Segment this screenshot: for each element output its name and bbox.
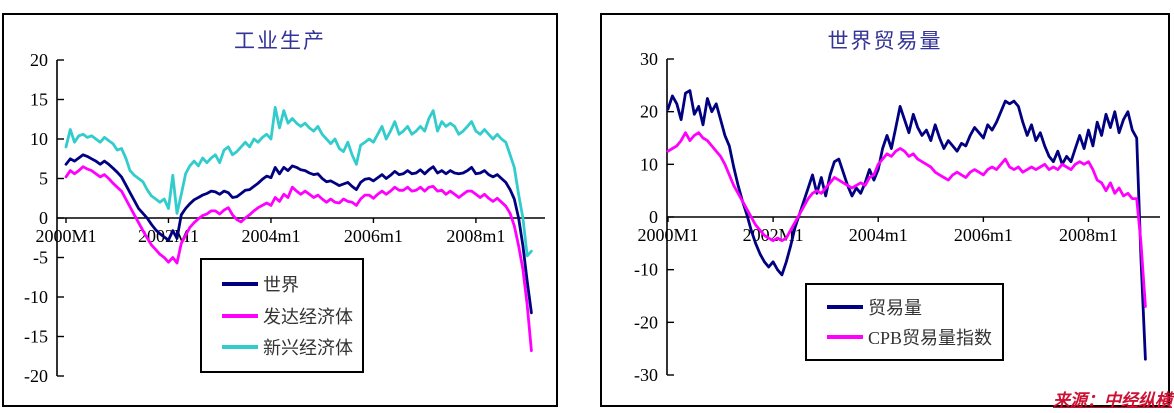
x-tick-label: 2006m1 (954, 225, 1013, 245)
series-line-0 (64, 153, 533, 315)
advanced-economies-line-swatch (222, 313, 258, 318)
trade-volume-line-swatch (827, 305, 863, 310)
legend-label-trade-volume: 贸易量 (868, 298, 922, 319)
y-tick-label: -10 (634, 260, 658, 280)
y-tick-label: 0 (649, 207, 658, 227)
legend-label-world: 世界 (263, 275, 299, 296)
legend-item-cpb-index: CPB贸易量指数 (827, 324, 1002, 350)
x-tick-label: 2000M1 (35, 226, 96, 246)
y-tick-label: -20 (24, 366, 48, 386)
legend-item-emerging-economies: 新兴经济体 (222, 334, 362, 360)
world-trade-volume-chart: 世界贸易量 30 20 10 0 -10 -20 -30 2000M1 2002M1 2004m1… (600, 13, 1170, 407)
world-trade-volume-plot: 30 20 10 0 -10 -20 -30 2000M1 2002M1 2004m1 2006m1… (634, 49, 1160, 385)
x-tick-label: 2008m1 (446, 226, 505, 246)
source-note: 来源：中经纵横 (1053, 391, 1172, 410)
y-tick-label: 20 (640, 102, 658, 122)
legend-item-advanced-economies: 发达经济体 (222, 303, 362, 329)
x-tick-label: 2004m1 (241, 226, 300, 246)
y-tick-label: -5 (33, 248, 48, 268)
cpb-index-line-swatch (827, 334, 863, 339)
y-tick-label: 0 (39, 208, 48, 228)
y-tick-label: -30 (634, 365, 658, 385)
x-tick-label: 2006m1 (344, 226, 403, 246)
y-tick-label: 5 (39, 169, 48, 189)
legend-label-emerging-economies: 新兴经济体 (263, 337, 353, 358)
y-tick-label: 10 (640, 154, 658, 174)
y-tick-label: -10 (24, 287, 48, 307)
y-tick-label: 30 (640, 49, 658, 69)
industrial-production-chart: 工业生产 20 15 10 5 0 -5 -10 -15 -20 2000M1 2002M1 2004… (2, 13, 558, 407)
world-trade-volume-legend: 贸易量 CPB贸易量指数 (805, 283, 1004, 361)
emerging-economies-line-swatch (222, 344, 258, 349)
y-tick-label: -20 (634, 312, 658, 332)
y-tick-label: 20 (30, 50, 48, 70)
x-tick-label: 2000M1 (637, 225, 698, 245)
legend-item-world: 世界 (222, 271, 362, 297)
y-tick-label: 15 (30, 90, 48, 110)
world-trade-volume-title: 世界贸易量 (827, 29, 943, 53)
series-line-1 (64, 165, 533, 353)
legend-label-cpb-index: CPB贸易量指数 (868, 327, 993, 348)
legend-item-trade-volume: 贸易量 (827, 294, 1002, 320)
industrial-production-legend: 世界 发达经济体 新兴经济体 (200, 258, 364, 373)
series-line-2 (64, 106, 533, 258)
y-tick-label: -15 (24, 327, 48, 347)
x-tick-label: 2004m1 (849, 225, 908, 245)
series-line-0 (666, 89, 1147, 361)
x-tick-label: 2002M1 (743, 225, 804, 245)
series-line-1 (666, 131, 1147, 308)
y-tick-label: 10 (30, 129, 48, 149)
x-tick-label: 2008m1 (1059, 225, 1118, 245)
world-line-swatch (222, 282, 258, 287)
legend-label-advanced-economies: 发达经济体 (263, 306, 353, 327)
industrial-production-title: 工业生产 (234, 29, 326, 53)
